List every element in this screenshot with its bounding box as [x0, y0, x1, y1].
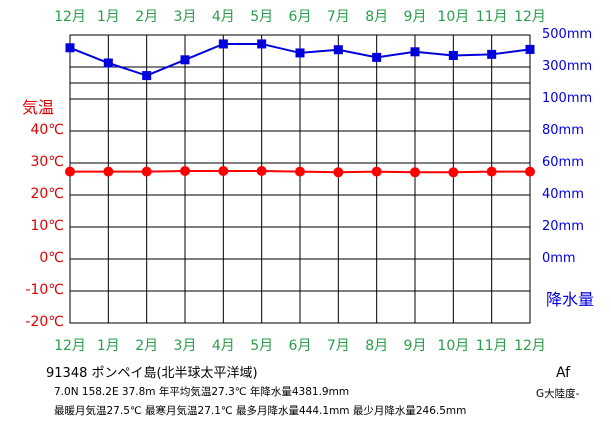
precipitation-axis-title: 降水量 [546, 290, 595, 309]
station-info: 7.0N 158.2E 37.8m 年平均気温27.3℃ 年降水量4381.9m… [54, 386, 350, 398]
precipitation-point [257, 39, 267, 49]
precipitation-tick-label: 20mm [542, 219, 584, 234]
precipitation-tick-label: 40mm [542, 187, 584, 202]
bottom-month-label: 12月 [54, 338, 86, 354]
top-month-label: 12月 [514, 9, 546, 25]
precipitation-point [295, 48, 305, 58]
top-month-label: 5月 [250, 9, 274, 25]
top-month-label: 2月 [135, 9, 159, 25]
bottom-month-label: 3月 [173, 338, 197, 354]
top-month-label: 8月 [365, 9, 389, 25]
top-month-label: 3月 [173, 9, 197, 25]
top-month-label: 11月 [475, 9, 508, 25]
bottom-month-label: 9月 [403, 338, 427, 354]
temperature-point [525, 166, 535, 177]
top-month-label: 4月 [211, 9, 235, 25]
temperature-point [218, 166, 229, 176]
climate-code: Af [556, 365, 571, 381]
temperature-tick-label: -10℃ [25, 282, 64, 298]
bottom-month-label: 7月 [326, 338, 350, 354]
top-month-label: 10月 [437, 9, 470, 25]
precipitation-point [487, 49, 497, 59]
precipitation-tick-label: 60mm [542, 155, 584, 170]
temperature-series [65, 166, 535, 178]
precipitation-point [525, 44, 535, 54]
temperature-point [256, 166, 267, 176]
bottom-month-label: 4月 [211, 338, 235, 354]
temperature-axis-title: 気温 [22, 98, 55, 117]
temperature-point [371, 166, 382, 177]
precipitation-point [372, 52, 382, 62]
bottom-month-label: 5月 [250, 338, 274, 354]
precipitation-tick-label: 100mm [542, 91, 593, 106]
precipitation-tick-label: 0mm [542, 251, 576, 266]
temperature-tick-label: 30℃ [30, 154, 64, 170]
station-title: 91348 ポンペイ島(北半球太平洋域) [46, 366, 258, 381]
temperature-point [410, 167, 420, 178]
temperature-point [333, 167, 344, 178]
top-month-label: 1月 [96, 9, 120, 25]
precipitation-point [410, 47, 420, 57]
temperature-point [448, 167, 459, 178]
bottom-month-label: 10月 [437, 338, 470, 354]
bottom-month-label: 6月 [288, 338, 312, 354]
precipitation-point [333, 45, 343, 55]
temperature-point [103, 166, 114, 177]
precipitation-point [142, 71, 152, 81]
bottom-month-label: 2月 [135, 338, 159, 354]
top-month-label: 7月 [326, 9, 350, 25]
precipitation-tick-label: 500mm [542, 27, 593, 42]
temperature-point [486, 166, 497, 177]
bottom-month-label: 8月 [365, 338, 389, 354]
precipitation-point [103, 58, 113, 68]
top-month-label: 6月 [288, 9, 312, 25]
temperature-point [295, 166, 305, 177]
temperature-tick-label: 10℃ [30, 218, 64, 234]
temperature-tick-label: 40℃ [30, 122, 64, 138]
temperature-point [65, 166, 75, 177]
precipitation-point [218, 39, 228, 49]
precipitation-series [65, 39, 535, 81]
temperature-point [180, 166, 190, 176]
bottom-month-label: 1月 [96, 338, 120, 354]
bottom-month-label: 12月 [514, 338, 546, 354]
temperature-tick-label: -20℃ [25, 314, 64, 330]
bottom-month-label: 11月 [475, 338, 508, 354]
temperature-tick-label: 0℃ [39, 250, 64, 266]
precipitation-point [65, 43, 75, 53]
temperature-tick-label: 20℃ [30, 186, 64, 202]
climate-subcode: G大陸度- [536, 388, 580, 400]
top-month-label: 9月 [403, 9, 427, 25]
temperature-point [141, 166, 152, 177]
precipitation-point [180, 55, 190, 65]
precipitation-tick-label: 80mm [542, 123, 584, 138]
precipitation-tick-label: 300mm [542, 59, 593, 74]
station-extremes: 最暖月気温27.5℃ 最寒月気温27.1℃ 最多月降水量444.1mm 最少月降… [54, 405, 467, 417]
chart-grid [69, 34, 531, 324]
precipitation-point [448, 50, 458, 60]
top-month-label: 12月 [54, 9, 86, 25]
